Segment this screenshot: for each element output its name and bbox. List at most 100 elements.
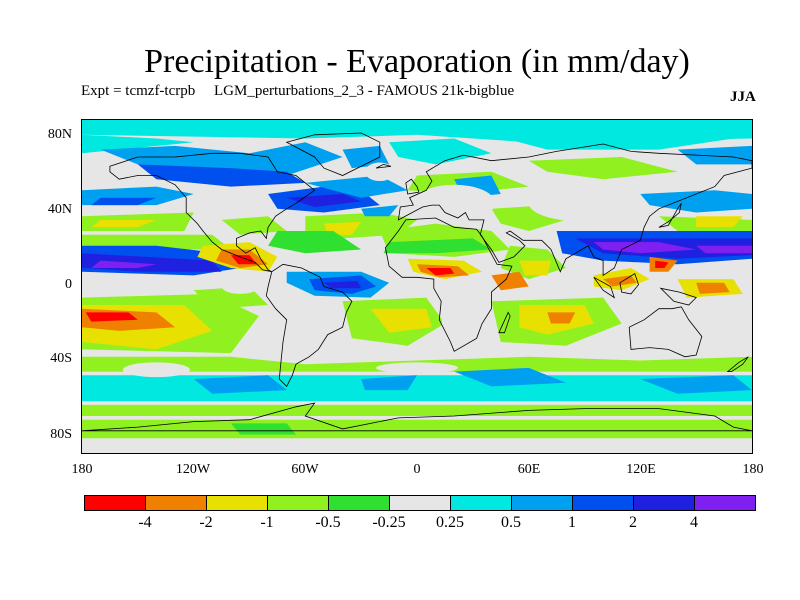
field-region	[85, 312, 138, 322]
season-label: JJA	[730, 89, 756, 105]
coastline	[285, 132, 381, 176]
colorbar-label: 4	[690, 514, 698, 531]
field-region	[221, 216, 287, 235]
field-neutral	[286, 310, 324, 355]
field-region	[519, 260, 551, 276]
colorbar-swatch	[145, 495, 207, 511]
coastline	[82, 402, 752, 432]
lat-label-40s: 40S	[50, 351, 72, 366]
field-region	[230, 255, 257, 265]
colorbar-label: 1	[568, 514, 576, 531]
field-neutral	[122, 362, 190, 378]
lat-label-0: 0	[65, 277, 72, 292]
field-region	[230, 423, 296, 435]
run-label: LGM_perturbations_2_3 - FAMOUS 21k-bigbl…	[214, 83, 515, 99]
colorbar-swatch	[389, 495, 451, 511]
coastline	[384, 217, 513, 352]
field-region	[370, 308, 432, 333]
field-region	[696, 245, 752, 254]
colorbar-swatch	[633, 495, 695, 511]
field-region	[640, 190, 752, 213]
lat-label-80s: 80S	[50, 427, 72, 442]
coastline	[265, 263, 353, 388]
field-region	[82, 404, 752, 416]
lon-label-120e: 120E	[626, 462, 656, 477]
chart-title: Precipitation - Evaporation (in mm/day)	[144, 43, 690, 80]
lon-label-0: 0	[413, 462, 421, 477]
field-region	[193, 375, 287, 394]
coastline	[658, 203, 682, 228]
lon-label-120w: 120W	[175, 462, 211, 477]
colorbar-label: 0.5	[501, 514, 521, 531]
lon-label-60e: 60E	[517, 462, 541, 477]
colorbar-swatch	[84, 495, 146, 511]
experiment-label: Expt = tcmzf-tcrpb	[81, 83, 196, 99]
field-neutral	[202, 188, 259, 219]
field-neutral	[364, 162, 395, 182]
colorbar-swatch	[694, 495, 756, 511]
colorbar-swatch	[511, 495, 573, 511]
field-region	[696, 282, 730, 294]
field-region	[91, 197, 157, 206]
field-region	[677, 145, 752, 165]
field-region	[640, 375, 752, 394]
field-region	[268, 231, 362, 254]
field-region	[383, 238, 492, 254]
field-region	[603, 275, 637, 287]
field-region	[528, 157, 678, 180]
coastline	[619, 272, 639, 295]
field-region	[305, 175, 408, 198]
coastline	[375, 163, 391, 169]
field-region	[91, 219, 157, 228]
field-region	[82, 441, 752, 453]
coastline	[405, 178, 420, 195]
field-region	[342, 145, 390, 169]
colorbar-swatch	[206, 495, 268, 511]
coastline	[659, 287, 697, 306]
map-panel	[81, 119, 753, 454]
field-region	[82, 134, 194, 154]
field-neutral	[413, 184, 496, 222]
coastline	[726, 356, 749, 373]
lat-label-80n: 80N	[47, 127, 72, 142]
field-region	[547, 312, 576, 324]
field-neutral	[528, 184, 641, 222]
field-region	[91, 260, 157, 268]
field-region	[491, 271, 529, 291]
field-neutral	[441, 301, 486, 354]
coastline	[397, 143, 752, 277]
field-region	[426, 268, 455, 276]
field-region	[655, 260, 669, 268]
colorbar-label: -1	[260, 514, 274, 531]
colorbar-label: -0.5	[315, 514, 341, 531]
coastline	[628, 306, 703, 358]
colorbar-swatch	[572, 495, 634, 511]
coastline	[498, 311, 511, 334]
lon-label-60w: 60W	[291, 462, 319, 477]
field-region	[323, 280, 362, 289]
subtitle-left: Expt = tcmzf-tcrpb LGM_perturbations_2_3…	[81, 83, 514, 100]
colorbar-label: -0.25	[372, 514, 406, 531]
colorbar-label: -2	[199, 514, 213, 531]
coastline	[593, 276, 616, 299]
lon-label-180: 180	[742, 462, 764, 477]
colorbar-label: -4	[138, 514, 152, 531]
field-region	[137, 164, 306, 187]
colorbar-label: 0.25	[436, 514, 464, 531]
field-region	[361, 375, 417, 391]
colorbar-label: 2	[629, 514, 637, 531]
field-region	[696, 216, 743, 228]
field-region	[491, 131, 734, 150]
colorbar-swatch	[328, 495, 390, 511]
field-neutral	[221, 279, 259, 294]
coastline	[109, 152, 316, 273]
field-neutral	[376, 362, 458, 374]
field-region	[454, 367, 566, 387]
field-region	[389, 138, 492, 165]
field-neutral	[631, 310, 706, 355]
lon-label-180: 180	[71, 462, 93, 477]
colorbar-swatch	[267, 495, 329, 511]
map-field	[82, 120, 752, 453]
field-region	[361, 205, 399, 217]
field-region	[100, 142, 343, 176]
